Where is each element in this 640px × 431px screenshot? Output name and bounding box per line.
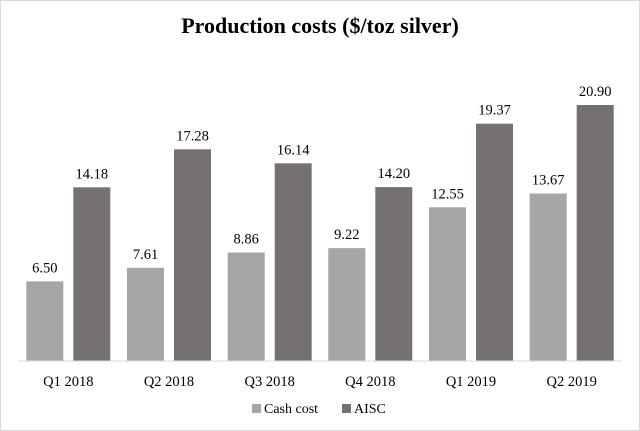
x-tick-label: Q4 2018 — [345, 374, 395, 390]
x-tick-label: Q1 2019 — [446, 374, 496, 390]
bar-cash-cost-q3-2018 — [227, 252, 265, 361]
bar-cash-cost-q2-2019 — [529, 193, 567, 361]
data-label-cash-cost-q3-2018: 8.86 — [234, 232, 259, 248]
bar-cash-cost-q1-2019 — [429, 207, 466, 361]
data-label-cash-cost-q2-2018: 7.61 — [133, 247, 158, 263]
data-label-aisc-q2-2019: 20.90 — [579, 84, 612, 100]
bar-cash-cost-q1-2018 — [26, 281, 64, 361]
legend-label-aisc: AISC — [354, 402, 386, 417]
legend: Cash cost AISC — [252, 402, 386, 417]
data-label-cash-cost-q1-2019: 12.55 — [431, 186, 464, 202]
bar-aisc-q3-2018 — [274, 163, 312, 361]
bar-cash-cost-q2-2018 — [127, 267, 164, 361]
data-label-aisc-q3-2018: 16.14 — [277, 142, 310, 158]
x-axis-ticks: Q1 2018 Q2 2018 Q3 2018 Q4 2018 Q1 2019 Q2 20… — [43, 374, 597, 390]
bar-aisc-q1-2018 — [73, 187, 111, 361]
x-tick-label: Q2 2019 — [547, 374, 597, 390]
data-label-cash-cost-q1-2018: 6.50 — [32, 260, 57, 276]
legend-swatch-cash-cost — [252, 404, 261, 413]
bar-cash-cost-q4-2018 — [328, 248, 366, 361]
data-label-cash-cost-q2-2019: 13.67 — [532, 173, 565, 189]
bar-aisc-q2-2019 — [576, 105, 614, 361]
bar-aisc-q2-2018 — [174, 149, 211, 361]
chart-title: Production costs ($/toz silver) — [181, 13, 459, 38]
bars-group — [26, 105, 614, 361]
x-tick-label: Q2 2018 — [144, 374, 194, 390]
bar-aisc-q1-2019 — [476, 123, 513, 361]
bar-aisc-q4-2018 — [375, 187, 413, 361]
data-label-cash-cost-q4-2018: 9.22 — [334, 227, 359, 243]
data-label-aisc-q1-2018: 14.18 — [75, 166, 108, 182]
value-labels-group: 6.50 14.18 7.61 17.28 8.86 16.14 9.22 14.20 12.5… — [32, 84, 611, 276]
data-label-aisc-q1-2019: 19.37 — [478, 103, 511, 119]
x-tick-label: Q3 2018 — [245, 374, 295, 390]
data-label-aisc-q2-2018: 17.28 — [176, 128, 209, 144]
legend-label-cash-cost: Cash cost — [264, 402, 318, 417]
data-label-aisc-q4-2018: 14.20 — [377, 166, 410, 182]
x-tick-label: Q1 2018 — [43, 374, 93, 390]
legend-swatch-aisc — [342, 404, 351, 413]
